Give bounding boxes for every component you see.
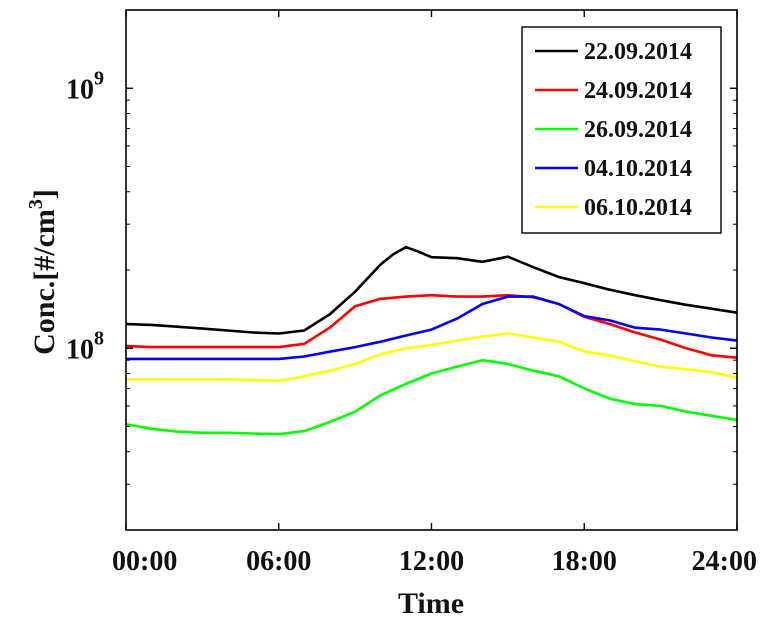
x-tick-label: 18:00: [552, 546, 617, 577]
y-tick-label-exponent: 9: [94, 67, 104, 89]
x-axis-label: Time: [398, 587, 464, 620]
legend: 22.09.2014 24.09.2014 26.09.2014 04.10.2014…: [521, 26, 722, 234]
plot-frame: [125, 9, 738, 531]
series-line-2: [125, 293, 738, 359]
series-line-3: [125, 358, 738, 436]
y-tick-label-base: 10: [66, 334, 94, 365]
legend-label-4: 04.10.2014: [584, 156, 692, 182]
y-tick-label: 108: [66, 327, 104, 365]
x-tick-label: 12:00: [399, 546, 464, 577]
legend-label-5: 06.10.2014: [584, 195, 692, 221]
y-axis-label-main: Conc.[#/cm: [28, 209, 61, 355]
x-tick-label: 00:00: [112, 546, 177, 577]
series-line-4: [126, 295, 738, 361]
y-tick-label-exponent: 8: [94, 327, 104, 349]
legend-label-1: 22.09.2014: [584, 39, 692, 65]
x-tick-label: 24:00: [692, 546, 757, 577]
legend-label-2: 24.09.2014: [584, 78, 692, 104]
x-tick-label: 06:00: [246, 546, 311, 577]
legend-label-3: 26.09.2014: [584, 117, 692, 143]
y-axis-label-superscript: 3: [25, 199, 47, 209]
y-tick-label-base: 10: [66, 74, 94, 105]
y-axis-label: Conc.[#/cm3]: [25, 189, 61, 355]
y-tick-label: 109: [66, 67, 104, 105]
series-layer: [125, 245, 738, 436]
series-line-1: [125, 245, 738, 335]
series-line-5: [126, 332, 738, 383]
y-axis-label-close: ]: [28, 189, 61, 199]
